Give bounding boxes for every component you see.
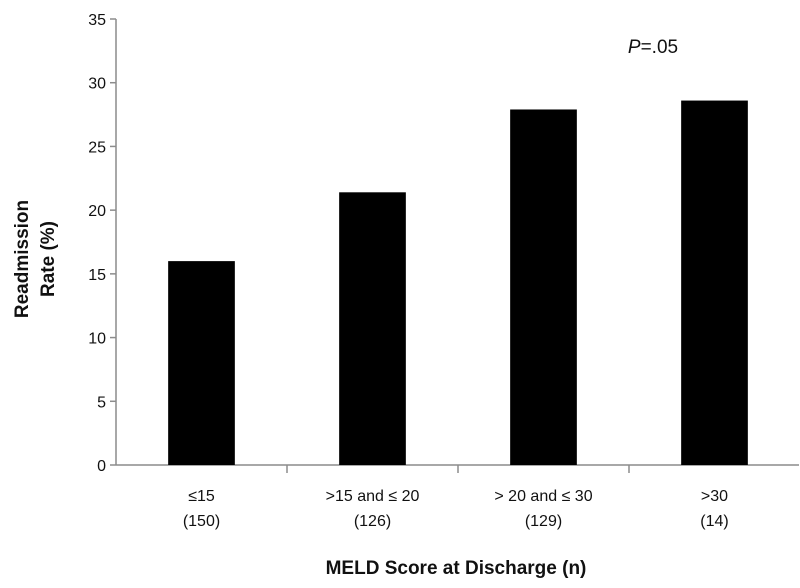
x-category-label: >15 and ≤ 20 xyxy=(326,488,420,505)
y-tick-label: 5 xyxy=(97,394,106,411)
y-tick-label: 0 xyxy=(97,458,106,475)
p-italic: P xyxy=(628,37,641,58)
y-axis: 0 5 10 15 20 25 30 35 xyxy=(88,12,117,475)
bar xyxy=(510,109,577,465)
x-category-label: >30 xyxy=(701,488,728,505)
y-tick-label: 30 xyxy=(88,76,106,93)
bar xyxy=(681,100,748,465)
y-axis-title-line-1: Readmission xyxy=(12,200,33,318)
x-category-label: > 20 and ≤ 30 xyxy=(494,488,592,505)
x-axis-title: MELD Score at Discharge (n) xyxy=(326,558,587,579)
y-tick-label: 20 xyxy=(88,203,106,220)
y-tick-label: 35 xyxy=(88,12,106,29)
x-category-count: (126) xyxy=(354,513,391,530)
p-value-annotation: P=.05 xyxy=(628,37,678,58)
x-category-count: (129) xyxy=(525,513,562,530)
x-category-count: (150) xyxy=(183,513,220,530)
y-axis-title-line-2: Rate (%) xyxy=(38,221,59,297)
y-tick-label: 25 xyxy=(88,139,106,156)
y-axis-title: Readmission Rate (%) xyxy=(12,200,59,318)
bars xyxy=(168,100,748,465)
y-tick-label: 15 xyxy=(88,267,106,284)
x-axis xyxy=(116,464,799,473)
x-category-count: (14) xyxy=(700,513,728,530)
x-category-labels: ≤15 (150) >15 and ≤ 20 (126) > 20 and ≤ 30 (1… xyxy=(183,488,729,530)
y-tick-label: 10 xyxy=(88,331,106,348)
bar xyxy=(339,192,406,465)
bar xyxy=(168,261,235,465)
p-value: =.05 xyxy=(641,37,679,58)
x-category-label: ≤15 xyxy=(188,488,215,505)
